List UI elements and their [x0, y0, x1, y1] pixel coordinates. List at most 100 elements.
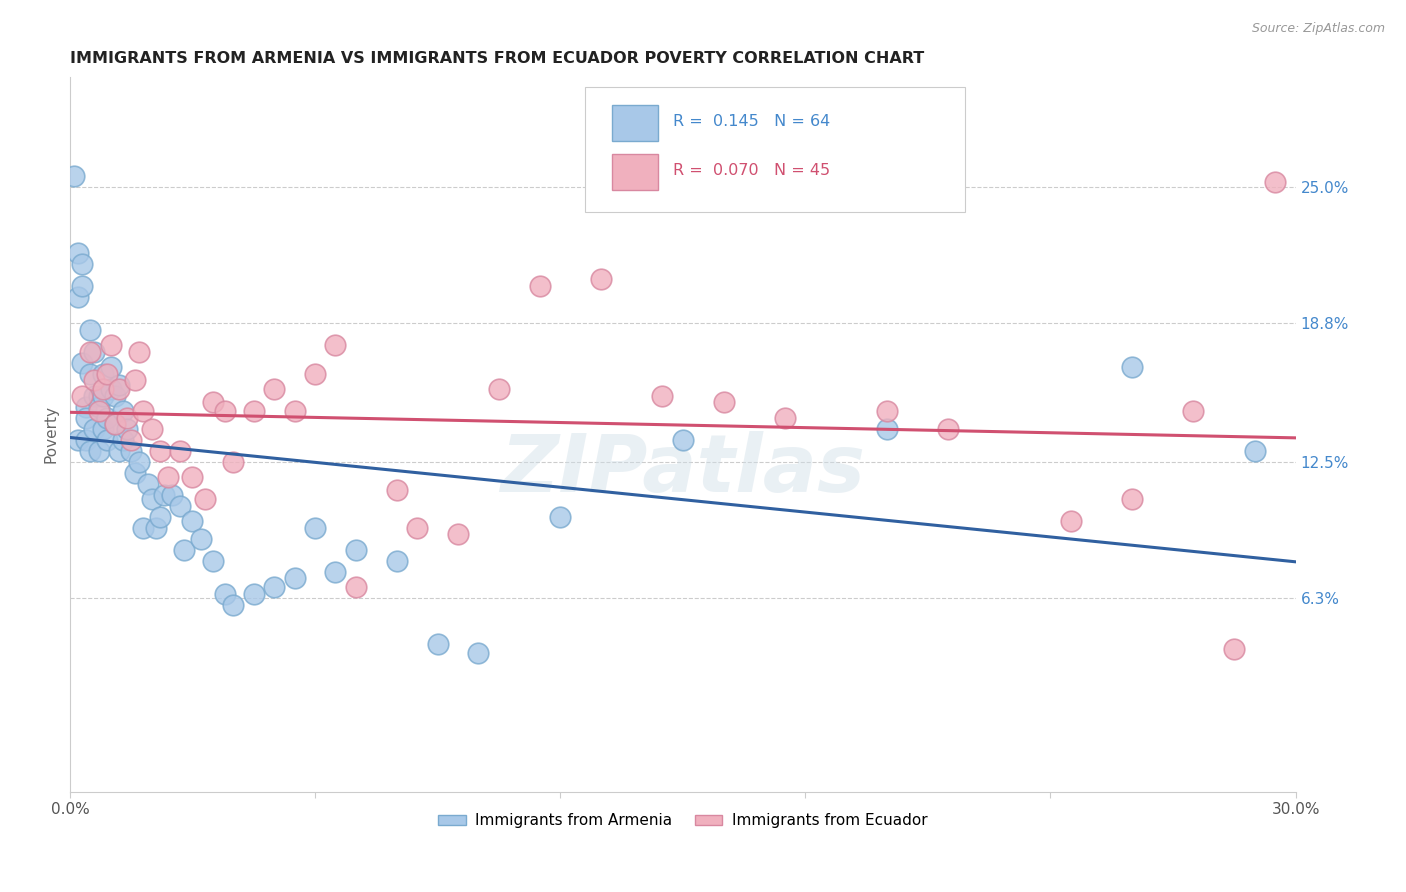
- Point: [169, 499, 191, 513]
- Point: [214, 404, 236, 418]
- Text: Source: ZipAtlas.com: Source: ZipAtlas.com: [1251, 22, 1385, 36]
- Point: [70, 257, 93, 271]
- Point: [1060, 514, 1083, 528]
- Point: [100, 382, 122, 396]
- Point: [190, 532, 212, 546]
- Text: IMMIGRANTS FROM ARMENIA VS IMMIGRANTS FROM ECUADOR POVERTY CORRELATION CHART: IMMIGRANTS FROM ARMENIA VS IMMIGRANTS FR…: [70, 51, 924, 66]
- Point: [79, 344, 101, 359]
- Point: [1121, 492, 1143, 507]
- Point: [344, 580, 367, 594]
- Point: [79, 443, 101, 458]
- FancyBboxPatch shape: [612, 105, 658, 141]
- Point: [304, 521, 326, 535]
- Point: [160, 488, 183, 502]
- Point: [108, 382, 131, 396]
- Point: [75, 410, 97, 425]
- Point: [124, 466, 146, 480]
- Point: [115, 422, 138, 436]
- Point: [96, 433, 118, 447]
- Point: [713, 395, 735, 409]
- Point: [153, 488, 176, 502]
- Point: [589, 272, 612, 286]
- Point: [96, 367, 118, 381]
- Point: [120, 433, 142, 447]
- Point: [87, 400, 110, 414]
- Point: [124, 373, 146, 387]
- Point: [67, 290, 90, 304]
- Point: [91, 367, 114, 381]
- Point: [83, 389, 105, 403]
- Point: [112, 404, 135, 418]
- Point: [1243, 443, 1265, 458]
- Point: [120, 443, 142, 458]
- Point: [385, 483, 408, 498]
- Point: [672, 433, 695, 447]
- Point: [108, 443, 131, 458]
- Point: [194, 492, 217, 507]
- Point: [222, 455, 245, 469]
- Point: [548, 509, 571, 524]
- Point: [128, 455, 150, 469]
- Point: [91, 422, 114, 436]
- Point: [91, 389, 114, 403]
- Point: [426, 638, 449, 652]
- Point: [1182, 404, 1205, 418]
- Point: [325, 565, 347, 579]
- Point: [385, 554, 408, 568]
- Point: [83, 344, 105, 359]
- Point: [112, 433, 135, 447]
- Point: [1264, 175, 1286, 189]
- Text: ZIPatlas: ZIPatlas: [501, 431, 865, 509]
- Point: [936, 422, 959, 436]
- Point: [173, 542, 195, 557]
- Point: [488, 382, 510, 396]
- Point: [651, 389, 673, 403]
- Point: [104, 417, 127, 432]
- Point: [132, 404, 155, 418]
- Point: [181, 514, 204, 528]
- Point: [63, 169, 86, 183]
- Y-axis label: Poverty: Poverty: [44, 405, 58, 463]
- Text: R =  0.145   N = 64: R = 0.145 N = 64: [673, 114, 830, 129]
- Point: [467, 646, 489, 660]
- Point: [100, 338, 122, 352]
- Point: [242, 404, 264, 418]
- Point: [201, 554, 224, 568]
- Point: [79, 323, 101, 337]
- Point: [141, 492, 163, 507]
- Point: [263, 382, 285, 396]
- Point: [284, 404, 307, 418]
- Point: [156, 470, 179, 484]
- Point: [87, 443, 110, 458]
- Point: [284, 571, 307, 585]
- Point: [115, 410, 138, 425]
- Point: [128, 344, 150, 359]
- Point: [1121, 360, 1143, 375]
- Point: [876, 422, 898, 436]
- Point: [100, 360, 122, 375]
- Point: [242, 587, 264, 601]
- FancyBboxPatch shape: [612, 154, 658, 190]
- Point: [104, 417, 127, 432]
- Point: [79, 367, 101, 381]
- Point: [222, 598, 245, 612]
- Point: [529, 278, 551, 293]
- Point: [87, 389, 110, 403]
- Point: [83, 373, 105, 387]
- Point: [96, 410, 118, 425]
- Point: [201, 395, 224, 409]
- Point: [263, 580, 285, 594]
- Point: [87, 404, 110, 418]
- Legend: Immigrants from Armenia, Immigrants from Ecuador: Immigrants from Armenia, Immigrants from…: [432, 807, 934, 834]
- Point: [344, 542, 367, 557]
- Point: [304, 367, 326, 381]
- Point: [1223, 641, 1246, 656]
- Point: [149, 509, 172, 524]
- Point: [75, 433, 97, 447]
- Point: [136, 476, 159, 491]
- Point: [132, 521, 155, 535]
- Point: [447, 527, 470, 541]
- Point: [70, 389, 93, 403]
- Point: [67, 433, 90, 447]
- Point: [181, 470, 204, 484]
